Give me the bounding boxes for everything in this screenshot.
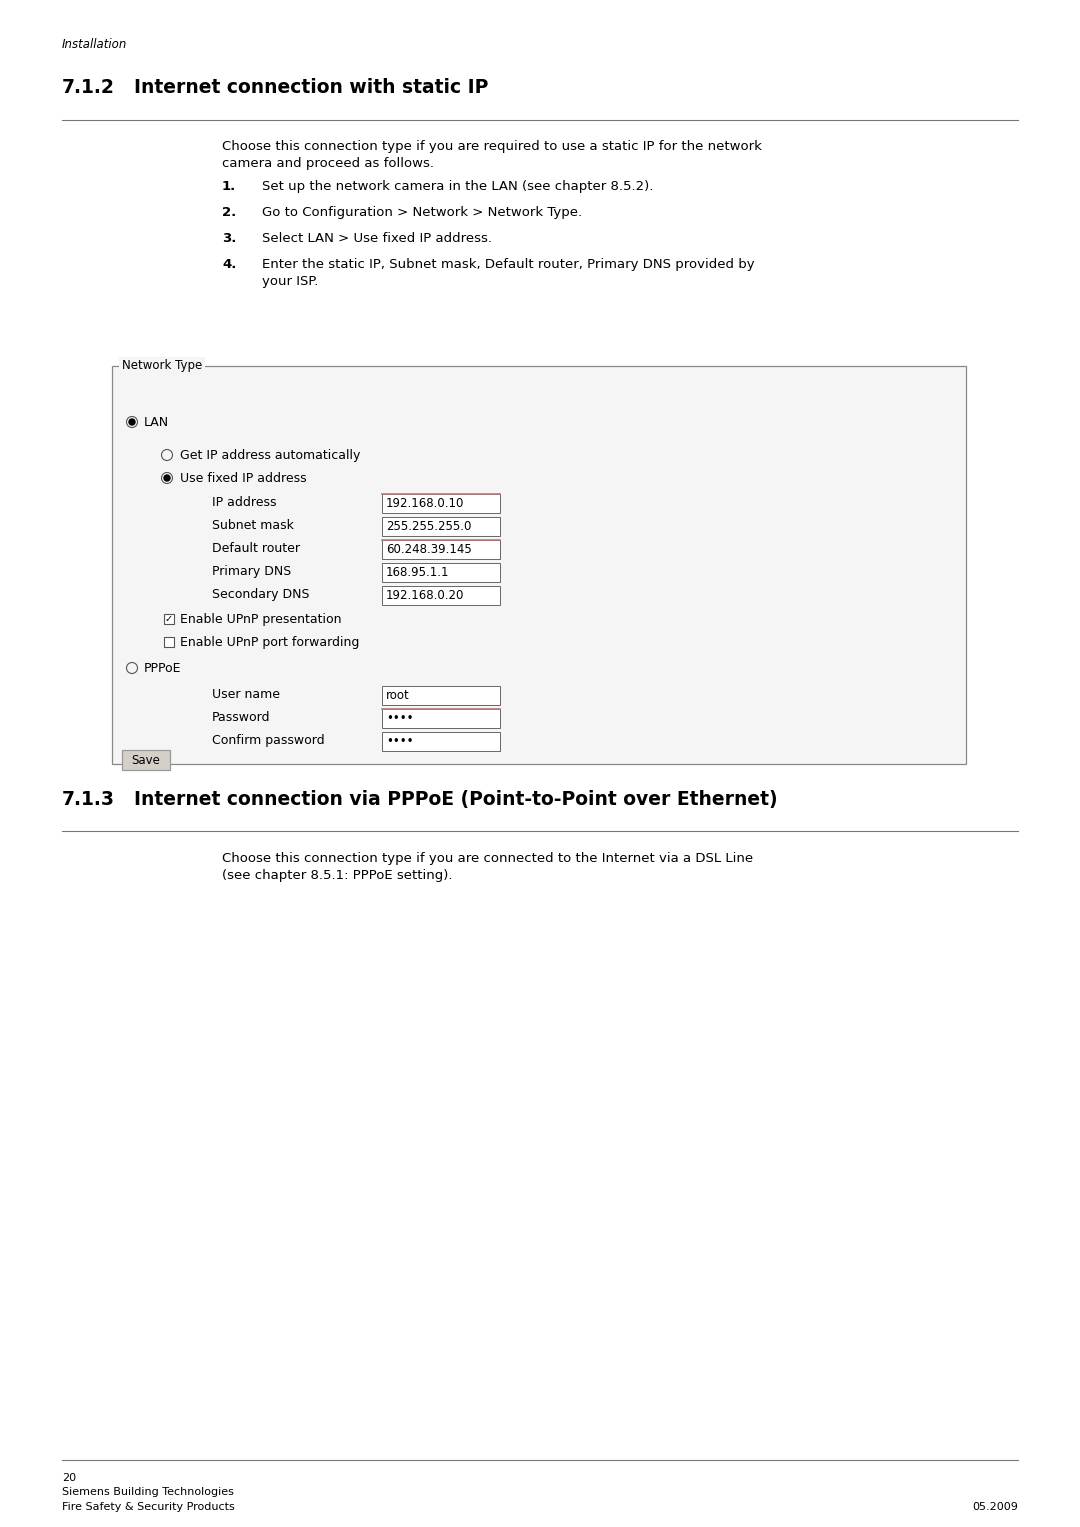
Text: ✓: ✓ <box>165 614 173 625</box>
Text: 20: 20 <box>62 1474 76 1483</box>
Text: ••••: •••• <box>386 734 414 748</box>
Text: 60.248.39.145: 60.248.39.145 <box>386 544 472 556</box>
Text: Get IP address automatically: Get IP address automatically <box>180 449 361 463</box>
FancyBboxPatch shape <box>382 586 500 605</box>
Text: Use fixed IP address: Use fixed IP address <box>180 472 307 486</box>
Text: 192.168.0.10: 192.168.0.10 <box>386 496 464 510</box>
Text: Choose this connection type if you are connected to the Internet via a DSL Line: Choose this connection type if you are c… <box>222 852 753 864</box>
Text: IP address: IP address <box>212 496 276 508</box>
Text: 1.: 1. <box>222 180 237 192</box>
Text: PPPoE: PPPoE <box>144 663 181 675</box>
Text: LAN: LAN <box>144 415 170 429</box>
Text: Go to Configuration > Network > Network Type.: Go to Configuration > Network > Network … <box>262 206 582 218</box>
FancyBboxPatch shape <box>164 614 174 625</box>
Text: your ISP.: your ISP. <box>262 275 319 289</box>
Text: (see chapter 8.5.1: PPPoE setting).: (see chapter 8.5.1: PPPoE setting). <box>222 869 453 883</box>
FancyBboxPatch shape <box>382 709 500 728</box>
Text: ••••: •••• <box>386 712 414 725</box>
Text: 3.: 3. <box>222 232 237 244</box>
Circle shape <box>129 418 135 425</box>
Text: Default router: Default router <box>212 542 300 554</box>
FancyBboxPatch shape <box>122 750 170 770</box>
FancyBboxPatch shape <box>112 366 966 764</box>
FancyBboxPatch shape <box>382 518 500 536</box>
Text: Select LAN > Use fixed IP address.: Select LAN > Use fixed IP address. <box>262 232 492 244</box>
Text: Choose this connection type if you are required to use a static IP for the netwo: Choose this connection type if you are r… <box>222 140 761 153</box>
Text: Enable UPnP port forwarding: Enable UPnP port forwarding <box>180 637 360 649</box>
Text: Confirm password: Confirm password <box>212 734 325 747</box>
Text: Subnet mask: Subnet mask <box>212 519 294 531</box>
Text: Enable UPnP presentation: Enable UPnP presentation <box>180 612 341 626</box>
FancyBboxPatch shape <box>382 686 500 705</box>
Text: 7.1.2: 7.1.2 <box>62 78 114 98</box>
Text: 2.: 2. <box>222 206 237 218</box>
Text: Siemens Building Technologies: Siemens Building Technologies <box>62 1487 234 1496</box>
Text: Password: Password <box>212 712 270 724</box>
Text: 7.1.3: 7.1.3 <box>62 789 114 809</box>
Text: 192.168.0.20: 192.168.0.20 <box>386 589 464 602</box>
Text: Network Type: Network Type <box>122 359 202 373</box>
Text: Save: Save <box>132 753 161 767</box>
Text: Installation: Installation <box>62 38 127 50</box>
Text: Secondary DNS: Secondary DNS <box>212 588 310 602</box>
Text: 255.255.255.0: 255.255.255.0 <box>386 521 471 533</box>
Text: Enter the static IP, Subnet mask, Default router, Primary DNS provided by: Enter the static IP, Subnet mask, Defaul… <box>262 258 755 270</box>
Text: Internet connection via PPPoE (Point-to-Point over Ethernet): Internet connection via PPPoE (Point-to-… <box>134 789 778 809</box>
Text: camera and proceed as follows.: camera and proceed as follows. <box>222 157 434 169</box>
Text: root: root <box>386 689 409 702</box>
FancyBboxPatch shape <box>382 541 500 559</box>
Text: 05.2009: 05.2009 <box>972 1503 1018 1512</box>
FancyBboxPatch shape <box>382 563 500 582</box>
Circle shape <box>164 475 170 481</box>
Text: Fire Safety & Security Products: Fire Safety & Security Products <box>62 1503 234 1512</box>
FancyBboxPatch shape <box>382 495 500 513</box>
Text: User name: User name <box>212 689 280 701</box>
Text: Set up the network camera in the LAN (see chapter 8.5.2).: Set up the network camera in the LAN (se… <box>262 180 653 192</box>
Text: Primary DNS: Primary DNS <box>212 565 292 579</box>
Text: 4.: 4. <box>222 258 237 270</box>
Text: 168.95.1.1: 168.95.1.1 <box>386 567 449 579</box>
FancyBboxPatch shape <box>164 637 174 647</box>
Text: Internet connection with static IP: Internet connection with static IP <box>134 78 488 98</box>
FancyBboxPatch shape <box>382 731 500 751</box>
